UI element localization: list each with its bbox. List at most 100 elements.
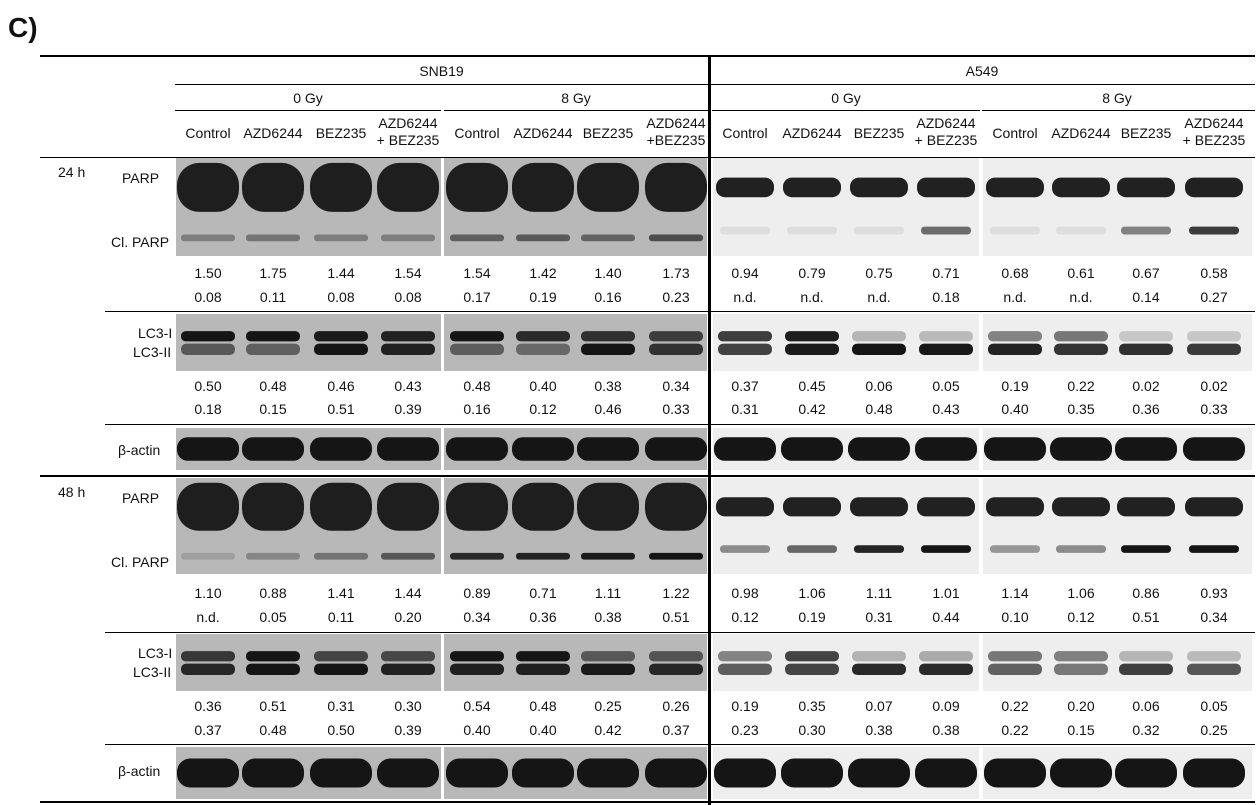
actin-band — [1115, 437, 1177, 461]
lc3-band — [181, 343, 235, 356]
parp-band — [377, 162, 439, 212]
lc3-band — [450, 343, 504, 356]
lc3-band — [988, 331, 1042, 342]
lc3-band — [785, 663, 839, 676]
quant-value: 0.51 — [259, 698, 287, 714]
quant-value: 0.30 — [394, 698, 422, 714]
parp-band — [314, 234, 368, 242]
parp-blot-image — [713, 478, 979, 574]
lc3-band — [381, 651, 435, 662]
quant-value: 0.16 — [463, 401, 491, 417]
actin-blot-image — [176, 747, 441, 799]
quant-value: 0.08 — [327, 289, 355, 305]
parp-band — [246, 552, 300, 560]
quant-value: 1.01 — [932, 585, 960, 601]
quant-value: 0.44 — [932, 609, 960, 625]
parp-band — [1185, 497, 1243, 517]
lc3-blot-image — [444, 314, 707, 371]
cell-line-divider — [708, 55, 711, 805]
parp-band — [850, 177, 908, 198]
lc3-band — [988, 651, 1042, 662]
lc3-band — [246, 663, 300, 676]
quant-value: 0.22 — [1001, 698, 1029, 714]
quant-value: 0.61 — [1067, 265, 1095, 281]
parp-band — [783, 497, 841, 517]
parp-band — [649, 552, 703, 560]
lc3-band — [852, 331, 906, 342]
lc3-band — [1187, 343, 1241, 356]
parp-blot-image — [713, 158, 979, 256]
lc3-band — [181, 651, 235, 662]
quant-value: 0.19 — [731, 698, 759, 714]
quant-value: 0.94 — [731, 265, 759, 281]
quant-value: 1.73 — [662, 265, 690, 281]
dose-rule — [175, 110, 441, 111]
treatment-header: AZD6244 — [1051, 125, 1111, 141]
actin-band — [645, 758, 707, 788]
quant-value: 0.05 — [259, 609, 287, 625]
top-rule — [40, 55, 1255, 57]
quant-value: n.d. — [1069, 289, 1093, 305]
lc3-band — [718, 343, 772, 356]
quant-value: 0.38 — [594, 609, 622, 625]
treatment-header: AZD6244 + BEZ235 — [376, 115, 440, 148]
lc3-band — [1119, 343, 1173, 356]
lc3-band — [516, 663, 570, 676]
lc3-blot-image — [983, 634, 1252, 691]
actin-band — [512, 437, 574, 461]
quant-value: 0.26 — [662, 698, 690, 714]
lc3-band — [314, 651, 368, 662]
actin-band — [1050, 437, 1112, 461]
quant-value: 0.31 — [327, 698, 355, 714]
quant-value: 0.02 — [1200, 378, 1228, 394]
parp-band — [921, 545, 971, 553]
dose-rule — [982, 110, 1255, 111]
lc3-band — [649, 343, 703, 356]
quant-value: 0.93 — [1200, 585, 1228, 601]
quant-value: 0.05 — [932, 378, 960, 394]
actin-blot-image — [983, 428, 1252, 470]
quant-value: 0.35 — [798, 698, 826, 714]
dose-snb19-0gy: 0 Gy — [293, 90, 323, 106]
lc3-band — [581, 331, 635, 342]
quant-value: 0.48 — [529, 698, 557, 714]
parp-band — [720, 226, 770, 235]
band-label-actin: β-actin — [118, 442, 161, 458]
lc3-band — [852, 663, 906, 676]
parp-band — [310, 482, 372, 531]
parp-band — [1117, 497, 1175, 517]
parp-band — [1121, 545, 1171, 553]
lc3-band — [852, 343, 906, 356]
parp-band — [446, 482, 508, 531]
quant-value: 0.48 — [259, 722, 287, 738]
quant-value: 0.16 — [594, 289, 622, 305]
lc3-band — [919, 343, 973, 356]
quant-value: 0.30 — [798, 722, 826, 738]
quant-value: 0.20 — [394, 609, 422, 625]
quant-value: 0.27 — [1200, 289, 1228, 305]
band-label-lc3-ii: LC3-II — [133, 664, 172, 680]
treatment-header: BEZ235 — [315, 125, 367, 141]
actin-band — [984, 758, 1046, 788]
quant-value: 0.46 — [327, 378, 355, 394]
quant-value: 0.43 — [932, 401, 960, 417]
lc3-band — [581, 343, 635, 356]
parp-blot-image — [983, 478, 1252, 574]
lc3-band — [516, 343, 570, 356]
quant-value: 0.37 — [731, 378, 759, 394]
section-rule — [105, 744, 1255, 745]
bottom-rule — [40, 801, 1255, 803]
quant-value: 0.39 — [394, 401, 422, 417]
treatment-header: Control — [185, 125, 231, 141]
lc3-band — [314, 343, 368, 356]
actin-band — [512, 758, 574, 788]
lc3-band — [1187, 331, 1241, 342]
quant-value: 0.10 — [1001, 609, 1029, 625]
actin-band — [310, 758, 372, 788]
lc3-band — [381, 331, 435, 342]
lc3-band — [649, 663, 703, 676]
parp-band — [177, 482, 239, 531]
parp-band — [1052, 497, 1110, 517]
quant-value: 0.40 — [1001, 401, 1029, 417]
parp-blot-image — [176, 478, 441, 574]
